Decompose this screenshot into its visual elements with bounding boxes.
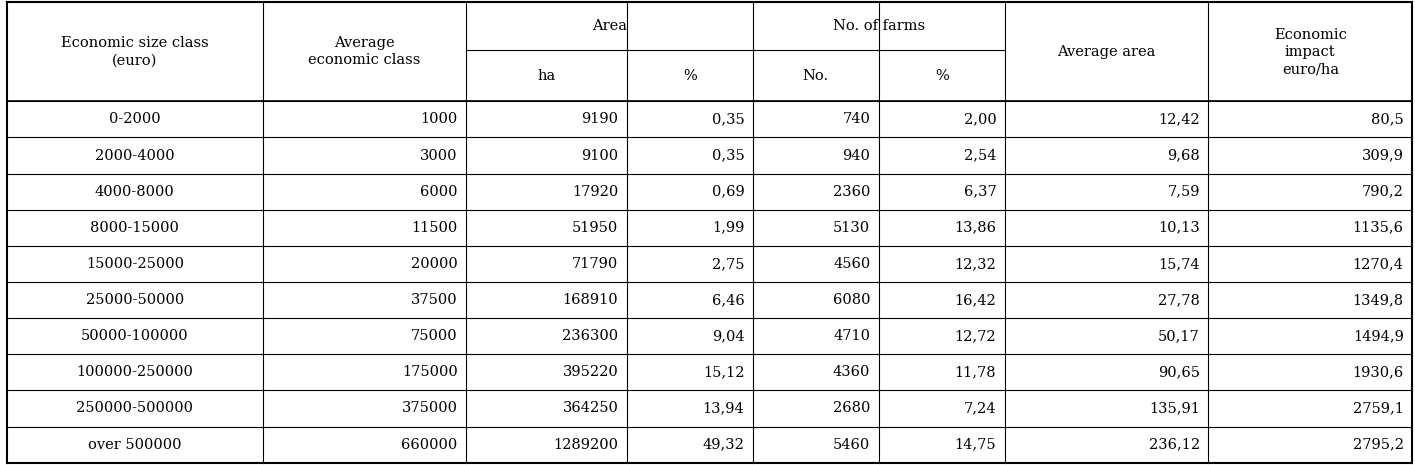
Text: 10,13: 10,13 [1159, 221, 1200, 235]
Text: 2,75: 2,75 [712, 257, 744, 271]
Text: 175000: 175000 [402, 365, 457, 379]
Text: 9100: 9100 [582, 148, 618, 162]
Text: 1349,8: 1349,8 [1353, 293, 1404, 307]
Text: 395220: 395220 [563, 365, 618, 379]
Text: 20000: 20000 [410, 257, 457, 271]
Text: 4360: 4360 [833, 365, 870, 379]
Text: 940: 940 [842, 148, 870, 162]
Text: 2759,1: 2759,1 [1353, 401, 1404, 415]
Text: Average
economic class: Average economic class [308, 36, 420, 67]
Text: 6080: 6080 [833, 293, 870, 307]
Text: No.: No. [802, 68, 829, 83]
Text: 1494,9: 1494,9 [1353, 329, 1404, 343]
Text: 100000-250000: 100000-250000 [76, 365, 194, 379]
Text: 9,04: 9,04 [712, 329, 744, 343]
Text: 5130: 5130 [833, 221, 870, 235]
Text: 2,00: 2,00 [964, 113, 996, 126]
Text: 49,32: 49,32 [702, 438, 744, 452]
Text: 9,68: 9,68 [1167, 148, 1200, 162]
Text: 2795,2: 2795,2 [1353, 438, 1404, 452]
Text: ha: ha [538, 68, 556, 83]
Text: 12,32: 12,32 [955, 257, 996, 271]
Text: 90,65: 90,65 [1157, 365, 1200, 379]
Text: 236300: 236300 [562, 329, 618, 343]
Text: 6000: 6000 [420, 185, 457, 199]
Text: 11,78: 11,78 [955, 365, 996, 379]
Text: 50000-100000: 50000-100000 [81, 329, 188, 343]
Text: 13,86: 13,86 [954, 221, 996, 235]
Text: 17920: 17920 [572, 185, 618, 199]
Text: 1,99: 1,99 [712, 221, 744, 235]
Text: 25000-50000: 25000-50000 [86, 293, 184, 307]
Text: 71790: 71790 [572, 257, 618, 271]
Text: 4000-8000: 4000-8000 [95, 185, 174, 199]
Text: 9190: 9190 [582, 113, 618, 126]
Text: 135,91: 135,91 [1149, 401, 1200, 415]
Text: %: % [683, 68, 696, 83]
Text: 0,69: 0,69 [712, 185, 744, 199]
Text: 790,2: 790,2 [1361, 185, 1404, 199]
Text: Economic
impact
euro/ha: Economic impact euro/ha [1274, 27, 1347, 76]
Text: 3000: 3000 [420, 148, 457, 162]
Text: 740: 740 [842, 113, 870, 126]
Text: 80,5: 80,5 [1371, 113, 1404, 126]
Text: 1289200: 1289200 [553, 438, 618, 452]
Text: 364250: 364250 [562, 401, 618, 415]
Text: 4560: 4560 [833, 257, 870, 271]
Text: 14,75: 14,75 [955, 438, 996, 452]
Text: 27,78: 27,78 [1157, 293, 1200, 307]
Text: 0,35: 0,35 [712, 148, 744, 162]
Text: 0-2000: 0-2000 [109, 113, 161, 126]
Text: 5460: 5460 [833, 438, 870, 452]
Text: 12,72: 12,72 [955, 329, 996, 343]
Text: Average area: Average area [1057, 45, 1156, 59]
Text: 7,59: 7,59 [1167, 185, 1200, 199]
Text: 375000: 375000 [402, 401, 457, 415]
Text: No. of farms: No. of farms [832, 19, 925, 33]
Text: 15000-25000: 15000-25000 [86, 257, 184, 271]
Text: 0,35: 0,35 [712, 113, 744, 126]
Text: Area: Area [591, 19, 627, 33]
Text: 50,17: 50,17 [1159, 329, 1200, 343]
Text: 2680: 2680 [833, 401, 870, 415]
Text: 309,9: 309,9 [1361, 148, 1404, 162]
Text: 75000: 75000 [412, 329, 457, 343]
Text: 51950: 51950 [572, 221, 618, 235]
Text: 250000-500000: 250000-500000 [76, 401, 194, 415]
Text: 660000: 660000 [402, 438, 457, 452]
Text: 16,42: 16,42 [955, 293, 996, 307]
Text: 7,24: 7,24 [964, 401, 996, 415]
Text: 2000-4000: 2000-4000 [95, 148, 174, 162]
Text: 1135,6: 1135,6 [1353, 221, 1404, 235]
Text: %: % [935, 68, 948, 83]
Text: Economic size class
(euro): Economic size class (euro) [61, 36, 208, 67]
Text: 1000: 1000 [420, 113, 457, 126]
Text: 1270,4: 1270,4 [1353, 257, 1404, 271]
Text: 236,12: 236,12 [1149, 438, 1200, 452]
Text: 6,46: 6,46 [712, 293, 744, 307]
Text: 37500: 37500 [412, 293, 457, 307]
Text: 1930,6: 1930,6 [1353, 365, 1404, 379]
Text: 2360: 2360 [833, 185, 870, 199]
Text: 2,54: 2,54 [964, 148, 996, 162]
Text: 6,37: 6,37 [964, 185, 996, 199]
Text: 4710: 4710 [833, 329, 870, 343]
Text: 168910: 168910 [563, 293, 618, 307]
Text: 8000-15000: 8000-15000 [91, 221, 180, 235]
Text: 11500: 11500 [412, 221, 457, 235]
Text: 15,12: 15,12 [703, 365, 744, 379]
Text: 15,74: 15,74 [1159, 257, 1200, 271]
Text: 13,94: 13,94 [702, 401, 744, 415]
Text: over 500000: over 500000 [88, 438, 181, 452]
Text: 12,42: 12,42 [1159, 113, 1200, 126]
